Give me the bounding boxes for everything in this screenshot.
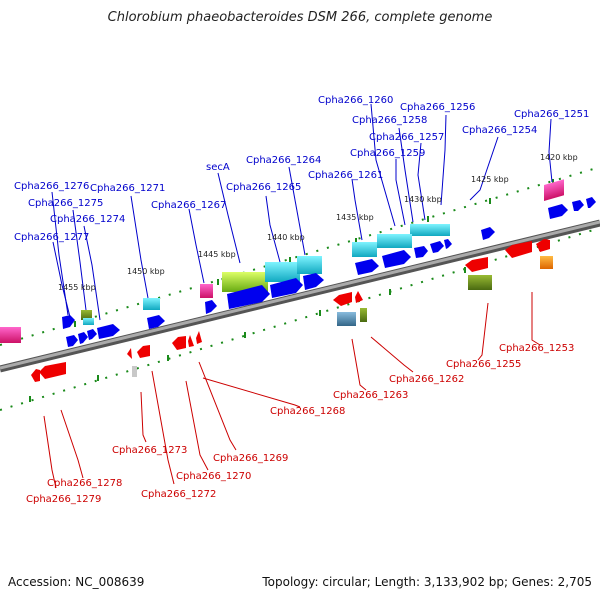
kbp-label: 1445 kbp: [198, 250, 236, 259]
gene-box[interactable]: [468, 275, 492, 290]
gene-label[interactable]: Cpha266_1254: [462, 125, 537, 136]
genome-title: Chlorobium phaeobacteroides DSM 266, com…: [107, 10, 493, 25]
gene-box[interactable]: [297, 256, 322, 274]
kbp-label: 1435 kbp: [336, 213, 374, 222]
gene-arrow[interactable]: [572, 200, 584, 211]
gene-label[interactable]: Cpha266_1273: [112, 445, 187, 456]
gene-arrow[interactable]: [270, 278, 303, 298]
gene-label[interactable]: Cpha266_1263: [333, 390, 408, 401]
gene-box[interactable]: [83, 318, 94, 325]
gene-box[interactable]: [337, 312, 356, 326]
gene-arrow[interactable]: [430, 241, 444, 253]
gene-label[interactable]: Cpha266_1264: [246, 155, 321, 166]
gene-arrow[interactable]: [414, 246, 428, 258]
gene-label[interactable]: Cpha266_1251: [514, 109, 589, 120]
gene-arrow[interactable]: [586, 197, 596, 208]
forward-gene-labels: Cpha266_1251 Cpha266_1254 Cpha266_1256 C…: [14, 95, 589, 243]
gene-arrow[interactable]: [196, 331, 202, 344]
gene-box[interactable]: [352, 242, 377, 257]
kbp-label: 1420 kbp: [540, 153, 578, 162]
gene-arrow[interactable]: [355, 291, 363, 303]
gene-box[interactable]: [377, 234, 412, 248]
gene-box[interactable]: [132, 366, 137, 377]
topology-label: Topology: circular; Length: 3,133,902 bp…: [262, 575, 592, 589]
gene-arrow[interactable]: [227, 285, 270, 309]
gene-label[interactable]: Cpha266_1255: [446, 359, 521, 370]
gene-label[interactable]: Cpha266_1259: [350, 148, 425, 159]
gene-arrow[interactable]: [97, 324, 120, 339]
gene-arrow[interactable]: [382, 250, 411, 268]
gene-label[interactable]: Cpha266_1268: [270, 406, 345, 417]
gene-box[interactable]: [360, 308, 367, 322]
gene-label[interactable]: Cpha266_1258: [352, 115, 427, 126]
gene-label[interactable]: Cpha266_1277: [14, 232, 89, 243]
gene-arrow[interactable]: [536, 239, 550, 252]
gene-label[interactable]: Cpha266_1276: [14, 181, 89, 192]
gene-label[interactable]: Cpha266_1279: [26, 494, 101, 505]
gene-box[interactable]: [540, 256, 553, 269]
gene-box[interactable]: [0, 327, 21, 343]
gene-arrow[interactable]: [87, 329, 97, 340]
gene-arrow[interactable]: [62, 315, 75, 329]
gene-arrow[interactable]: [172, 336, 186, 350]
reverse-gene-labels: Cpha266_1253 Cpha266_1255 Cpha266_1262 C…: [26, 343, 574, 505]
gene-arrow[interactable]: [505, 241, 532, 258]
kbp-label: 1430 kbp: [404, 195, 442, 204]
gene-arrow[interactable]: [78, 332, 88, 344]
gene-arrow[interactable]: [137, 345, 150, 358]
gene-label[interactable]: Cpha266_1260: [318, 95, 393, 106]
gene-label[interactable]: Cpha266_1262: [389, 374, 464, 385]
gene-label[interactable]: secA: [206, 162, 230, 173]
gene-box[interactable]: [143, 298, 160, 310]
gene-label[interactable]: Cpha266_1267: [151, 200, 226, 211]
gene-arrow[interactable]: [303, 273, 324, 290]
accession-label: Accession: NC_008639: [8, 575, 145, 589]
gene-label[interactable]: Cpha266_1275: [28, 198, 103, 209]
gene-arrow[interactable]: [188, 335, 194, 347]
kbp-label: 1455 kbp: [58, 283, 96, 292]
gene-arrow[interactable]: [444, 239, 452, 249]
gene-label[interactable]: Cpha266_1278: [47, 478, 122, 489]
kbp-label: 1425 kbp: [471, 175, 509, 184]
gene-box[interactable]: [410, 224, 450, 236]
gene-label[interactable]: Cpha266_1257: [369, 132, 444, 143]
kbp-label: 1450 kbp: [127, 267, 165, 276]
gene-label[interactable]: Cpha266_1256: [400, 102, 475, 113]
gene-arrow[interactable]: [39, 362, 66, 379]
gene-label[interactable]: Cpha266_1269: [213, 453, 288, 464]
gene-label[interactable]: Cpha266_1270: [176, 471, 251, 482]
gene-arrow[interactable]: [481, 227, 495, 240]
gene-box[interactable]: [81, 310, 92, 320]
gene-arrow[interactable]: [355, 259, 379, 275]
gene-arrow[interactable]: [147, 315, 165, 329]
gene-label[interactable]: Cpha266_1261: [308, 170, 383, 181]
gene-arrow[interactable]: [127, 348, 132, 359]
gene-arrow[interactable]: [205, 300, 217, 314]
gene-label[interactable]: Cpha266_1271: [90, 183, 165, 194]
forward-leader-lines: [51, 103, 553, 321]
kbp-label: 1440 kbp: [267, 233, 305, 242]
gene-arrow[interactable]: [465, 257, 488, 272]
gene-label[interactable]: Cpha266_1265: [226, 182, 301, 193]
gene-arrow[interactable]: [548, 204, 568, 219]
genome-backbone: [0, 219, 600, 373]
gene-box[interactable]: [200, 284, 213, 298]
gene-label[interactable]: Cpha266_1274: [50, 214, 125, 225]
gene-arrow[interactable]: [333, 292, 352, 306]
gene-box-striped[interactable]: [544, 179, 564, 202]
reverse-strand-genes: [31, 239, 553, 382]
gene-arrow[interactable]: [31, 369, 40, 382]
gene-box[interactable]: [265, 262, 300, 282]
gene-arrow[interactable]: [66, 335, 78, 347]
kbp-labels: 1420 kbp 1425 kbp 1430 kbp 1435 kbp 1440…: [58, 153, 578, 292]
gene-label[interactable]: Cpha266_1253: [499, 343, 574, 354]
gene-label[interactable]: Cpha266_1272: [141, 489, 216, 500]
reverse-leader-lines: [43, 292, 541, 489]
forward-strand-genes: [0, 179, 596, 347]
